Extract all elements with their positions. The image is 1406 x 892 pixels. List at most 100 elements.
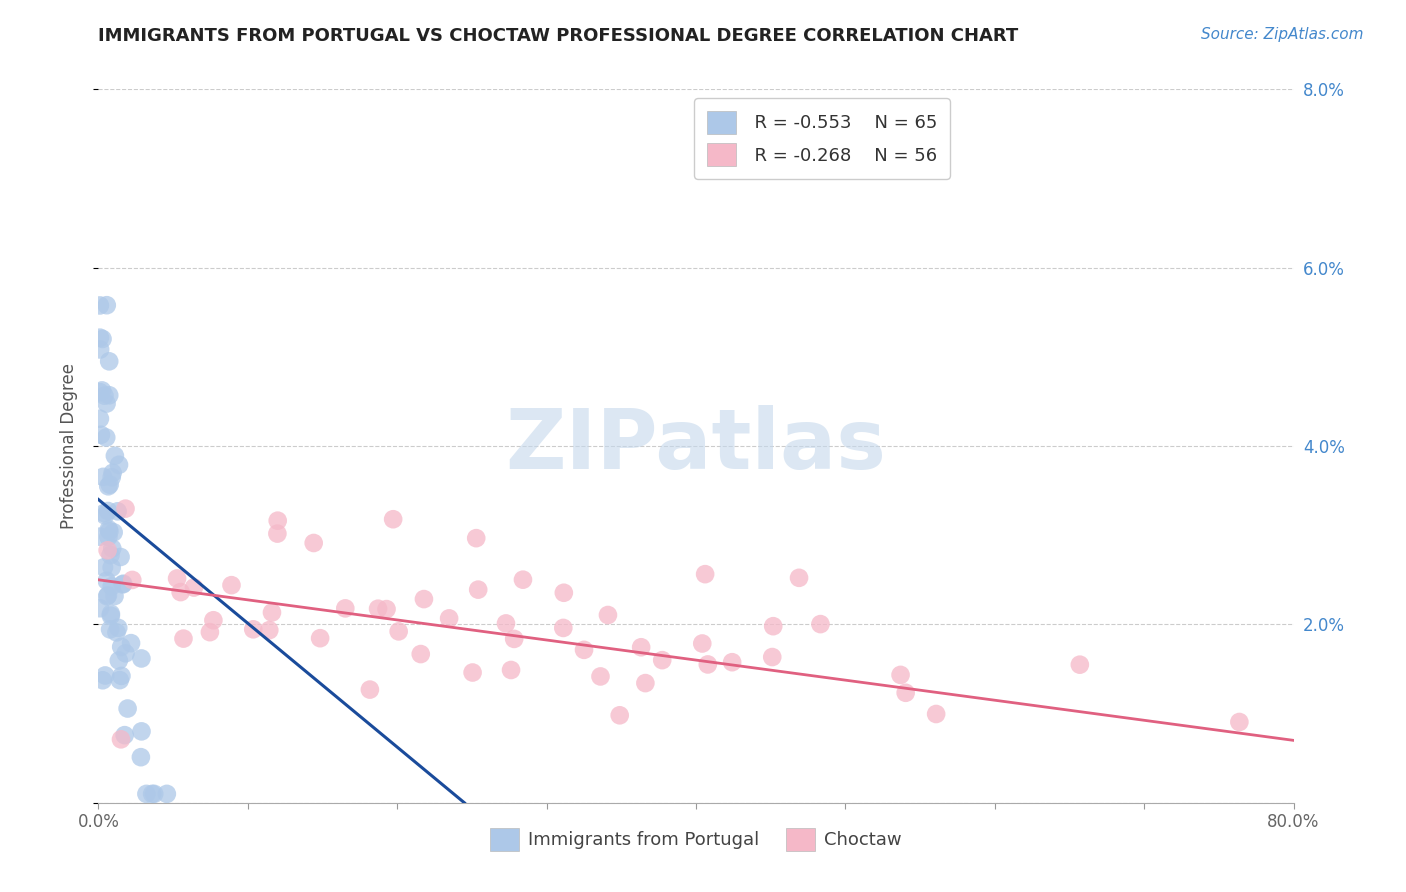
Point xyxy=(465,531,488,545)
Point xyxy=(413,592,436,607)
Point xyxy=(101,466,124,480)
Point xyxy=(359,682,381,697)
Point xyxy=(589,669,612,683)
Point xyxy=(437,611,460,625)
Point xyxy=(890,668,912,682)
Point xyxy=(114,501,136,516)
Point xyxy=(110,732,132,747)
Point xyxy=(512,573,534,587)
Point xyxy=(93,506,115,520)
Point xyxy=(110,640,132,654)
Point xyxy=(266,526,288,541)
Point xyxy=(98,477,121,491)
Point xyxy=(267,514,290,528)
Point xyxy=(100,608,122,623)
Point xyxy=(112,576,135,591)
Point xyxy=(97,543,120,558)
Point xyxy=(96,590,118,604)
Point xyxy=(100,607,122,621)
Point xyxy=(97,589,120,603)
Point xyxy=(91,470,114,484)
Point xyxy=(761,650,783,665)
Point xyxy=(103,589,125,603)
Point xyxy=(609,708,631,723)
Point xyxy=(1069,657,1091,672)
Point xyxy=(100,560,122,574)
Point xyxy=(93,560,115,574)
Point xyxy=(695,567,717,582)
Point xyxy=(90,427,112,442)
Point xyxy=(97,504,120,518)
Point xyxy=(96,430,118,444)
Point xyxy=(166,571,188,585)
Point xyxy=(91,332,114,346)
Point xyxy=(96,574,118,588)
Point xyxy=(107,653,129,667)
Point xyxy=(111,577,134,591)
Point xyxy=(499,663,522,677)
Point xyxy=(101,541,124,556)
Point xyxy=(503,632,526,646)
Point xyxy=(690,636,713,650)
Point xyxy=(335,601,357,615)
Point xyxy=(409,647,432,661)
Point xyxy=(97,522,120,536)
Point xyxy=(89,385,111,400)
Point xyxy=(382,512,405,526)
Text: ZIPatlas: ZIPatlas xyxy=(506,406,886,486)
Point xyxy=(89,601,111,615)
Point xyxy=(630,640,652,655)
Y-axis label: Professional Degree: Professional Degree xyxy=(59,363,77,529)
Point xyxy=(110,549,132,564)
Point xyxy=(100,548,122,562)
Point xyxy=(156,787,179,801)
Point xyxy=(121,573,143,587)
Point xyxy=(131,724,153,739)
Point xyxy=(651,653,673,667)
Point xyxy=(89,530,111,544)
Point xyxy=(202,613,225,627)
Point xyxy=(89,331,111,345)
Point xyxy=(553,586,575,600)
Point xyxy=(810,617,832,632)
Point xyxy=(97,530,120,544)
Point xyxy=(572,643,595,657)
Point xyxy=(91,384,114,398)
Point xyxy=(495,616,517,631)
Point xyxy=(108,458,131,472)
Point xyxy=(108,673,131,687)
Point xyxy=(762,619,785,633)
Point xyxy=(103,525,125,540)
Point xyxy=(894,686,917,700)
Point xyxy=(221,578,243,592)
Point xyxy=(98,524,121,538)
Point xyxy=(107,621,129,635)
Point xyxy=(110,669,132,683)
Point xyxy=(120,636,142,650)
Point xyxy=(553,621,575,635)
Point xyxy=(183,581,205,595)
Point xyxy=(242,623,264,637)
Point xyxy=(98,623,121,637)
Point xyxy=(596,607,619,622)
Point xyxy=(634,676,657,690)
Point xyxy=(89,411,111,425)
Point xyxy=(172,632,194,646)
Point xyxy=(114,728,136,742)
Point xyxy=(94,668,117,682)
Point xyxy=(100,470,122,484)
Point xyxy=(114,646,136,660)
Point xyxy=(104,449,127,463)
Point xyxy=(131,651,153,665)
Point xyxy=(89,343,111,357)
Point xyxy=(925,706,948,721)
Point xyxy=(93,389,115,403)
Text: Source: ZipAtlas.com: Source: ZipAtlas.com xyxy=(1201,27,1364,42)
Point xyxy=(388,624,411,639)
Point xyxy=(97,479,120,493)
Point xyxy=(107,504,129,518)
Point xyxy=(198,625,221,640)
Point xyxy=(259,623,281,637)
Point xyxy=(91,673,114,688)
Point xyxy=(302,536,325,550)
